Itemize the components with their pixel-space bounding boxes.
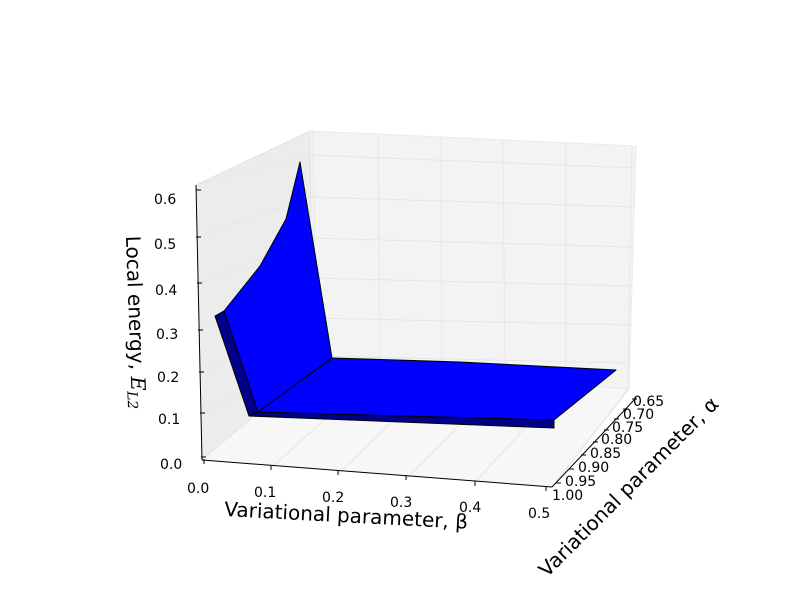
z-tick-label: 0.6 [154, 192, 176, 208]
z-tick-label: 0.4 [155, 283, 177, 299]
x-tick-label: 0.4 [459, 500, 481, 516]
z-tick-label: 0.0 [160, 457, 182, 473]
y-tick-label: 0.95 [565, 474, 596, 490]
y-tick-label: 0.75 [612, 420, 643, 436]
x-tick-label: 0.1 [254, 485, 276, 501]
x-tick-label: 0.0 [187, 481, 209, 497]
y-tick-labels: 0.65 0.70 0.75 0.80 0.85 0.90 0.95 1.00 [552, 394, 664, 504]
y-tick-label: 0.80 [601, 432, 632, 448]
z-tick-label: 0.1 [158, 412, 180, 428]
z-axis-label: Local energy, EL2 [118, 235, 151, 409]
z-axis-label-symbol: E [126, 375, 151, 392]
x-tick-label: 0.3 [390, 495, 412, 511]
y-tick-label: 0.65 [633, 394, 664, 410]
back-pane [309, 130, 637, 390]
y-tick-label: 1.00 [552, 488, 583, 504]
x-axis-label: Variational parameter, β [224, 497, 469, 534]
z-tick-label: 0.2 [157, 370, 179, 386]
x-tick-label: 0.2 [322, 490, 344, 506]
energy-surface [214, 161, 617, 429]
y-tick-label: 0.85 [590, 446, 621, 462]
z-axis-label-subscript: L2 [123, 390, 140, 410]
y-tick-label: 0.90 [578, 460, 609, 476]
axis-lines [195, 184, 637, 491]
z-axis-line [195, 184, 203, 461]
z-tick-labels: 0.6 0.5 0.4 0.3 0.2 0.1 0.0 [154, 192, 182, 473]
x-tick-labels: 0.0 0.1 0.2 0.3 0.4 0.5 [187, 481, 550, 522]
y-tick-label: 0.70 [623, 407, 654, 423]
x-axis-line [201, 459, 553, 488]
z-axis-label-main: Local energy, [121, 235, 150, 376]
x-tick-label: 0.5 [528, 506, 550, 522]
z-tick-label: 0.5 [154, 237, 176, 253]
z-tick-label: 0.3 [156, 327, 178, 343]
surface-top-floor [257, 357, 617, 421]
